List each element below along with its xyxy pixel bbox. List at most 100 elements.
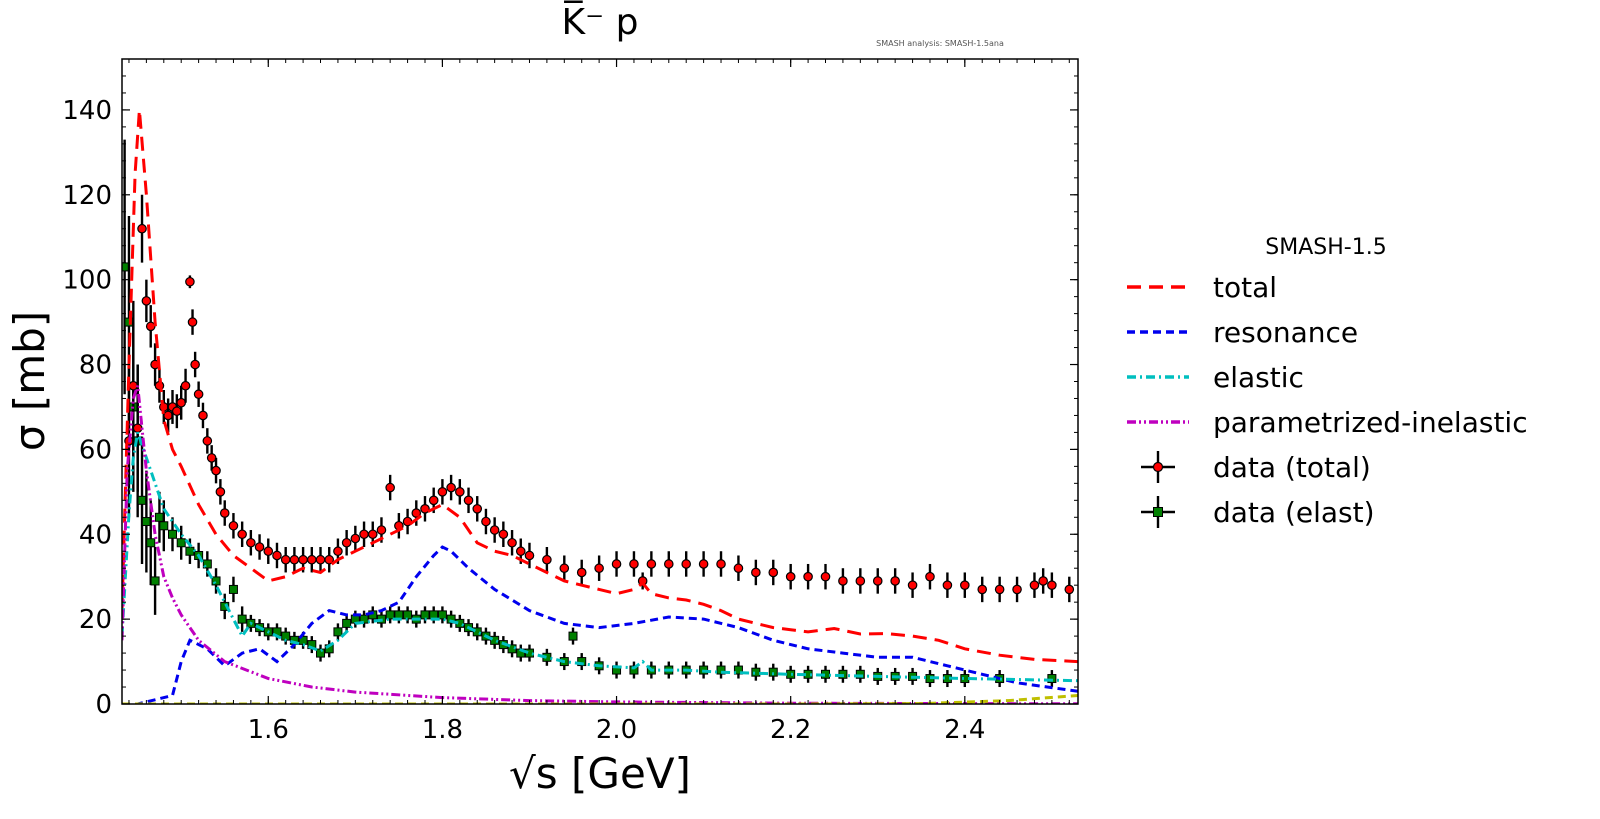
data-marker [733, 563, 744, 574]
data-point-circle [402, 508, 413, 535]
data-marker [1064, 584, 1075, 595]
legend-title: SMASH-1.5 [1265, 235, 1386, 260]
data-marker [437, 610, 447, 620]
data-point-circle [215, 479, 226, 505]
legend-item-data-total: data (total) [1141, 451, 1371, 484]
data-point-square [228, 576, 238, 603]
data-marker [1012, 584, 1022, 595]
data-point-circle [1029, 572, 1040, 598]
data-marker [1047, 674, 1057, 684]
data-marker [163, 410, 173, 421]
data-point-circle [890, 568, 900, 594]
data-marker [786, 669, 796, 679]
data-point-circle [202, 428, 213, 454]
plot-frame [121, 58, 1079, 705]
data-marker [333, 546, 343, 557]
data-point-square [516, 644, 526, 662]
data-marker [838, 576, 848, 586]
data-point-circle [141, 279, 152, 323]
data-point-circle [472, 496, 483, 522]
data-marker [663, 559, 674, 569]
data-marker [211, 465, 221, 476]
legend-item-resonance: resonance [1127, 316, 1358, 349]
data-marker [716, 665, 726, 675]
data-point-square [1047, 670, 1057, 688]
data-point-circle [559, 555, 570, 581]
data-marker [907, 580, 918, 590]
data-point-circle [942, 572, 953, 598]
data-point-square [159, 500, 169, 552]
legend-label: elastic [1213, 361, 1304, 394]
data-point-square [420, 606, 430, 624]
legend-label: parametrized-inelastic [1213, 406, 1528, 439]
data-point-circle [1064, 576, 1075, 603]
data-marker [463, 495, 474, 506]
data-marker [490, 635, 500, 645]
data-point-circle [289, 546, 300, 573]
legend-item-total: total [1127, 271, 1277, 304]
data-point-circle [437, 479, 448, 505]
plot-area [122, 109, 1078, 704]
data-marker [1047, 580, 1057, 590]
data-marker [263, 546, 274, 557]
data-point-square [716, 661, 726, 679]
data-marker [187, 317, 198, 327]
data-marker [611, 559, 622, 569]
data-point-circle [838, 568, 848, 594]
data-point-circle [324, 546, 335, 573]
data-marker [768, 667, 778, 677]
data-point-circle [446, 474, 456, 501]
data-point-circle [698, 551, 709, 577]
data-marker [385, 482, 395, 493]
data-marker [472, 504, 483, 514]
data-point-circle [1038, 568, 1048, 594]
data-total-points [124, 194, 1075, 603]
series-line-elastic [122, 431, 1078, 683]
data-point-square [220, 593, 230, 620]
data-point-circle [733, 555, 744, 581]
data-marker [629, 665, 639, 675]
data-point-square [350, 610, 360, 628]
data-marker [146, 538, 156, 548]
data-marker [215, 487, 226, 497]
data-point-square [359, 610, 369, 628]
data-marker [176, 538, 186, 548]
data-marker [316, 648, 326, 658]
data-marker [359, 614, 369, 624]
data-point-circle [254, 534, 265, 560]
data-marker [437, 487, 448, 497]
data-marker [446, 482, 456, 493]
data-point-square [150, 546, 160, 615]
data-marker [594, 563, 604, 574]
data-marker [298, 554, 308, 565]
data-marker [872, 576, 883, 586]
data-point-square [629, 661, 639, 679]
data-point-square [612, 661, 622, 679]
data-marker [733, 665, 743, 675]
data-marker [190, 359, 200, 370]
data-marker [237, 529, 247, 540]
data-marker [629, 559, 639, 569]
data-point-circle [576, 559, 587, 586]
data-marker [137, 495, 147, 505]
data-point-circle [137, 194, 147, 263]
chart-title: K̅⁻ p [562, 0, 639, 43]
data-marker [193, 389, 204, 400]
data-point-circle [716, 551, 726, 577]
data-point-circle [263, 538, 274, 564]
data-marker [176, 397, 187, 408]
data-point-square [429, 606, 439, 624]
data-point-circle [481, 508, 491, 535]
y-tick-label: 20 [79, 605, 112, 635]
data-marker [350, 533, 361, 544]
data-point-circle [594, 555, 604, 581]
data-marker [803, 571, 813, 582]
legend-item-data-elast: data (elast) [1141, 496, 1375, 529]
data-marker [751, 667, 761, 677]
data-marker [342, 618, 352, 628]
data-marker [446, 614, 456, 624]
data-marker [289, 554, 300, 565]
series-line-parametrized-inelastic [122, 385, 1078, 704]
data-point-circle [611, 551, 622, 577]
data-marker [246, 537, 256, 548]
